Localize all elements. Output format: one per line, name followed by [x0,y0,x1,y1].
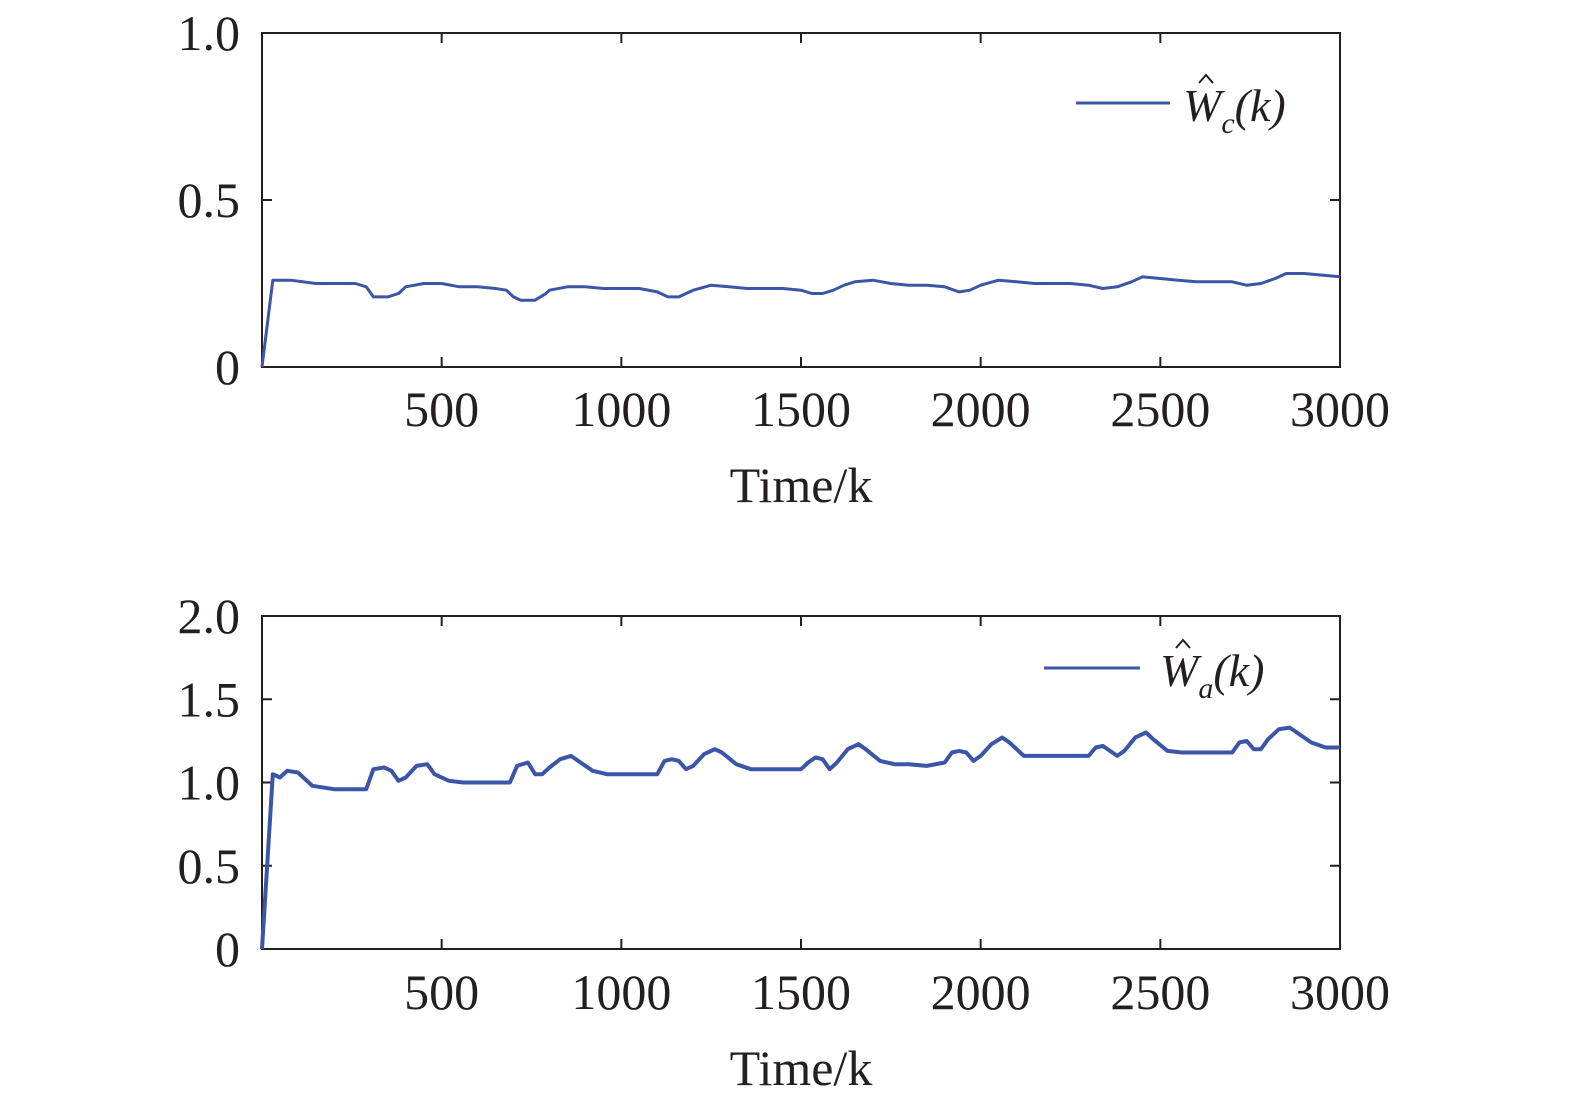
y-tick-label: 0 [215,921,240,977]
plot-1: 500 1000 1500 2000 2500 3000 0 0.5 1.0 Time/k Wc(k… [178,5,1391,513]
legend-label: Wc(k) [1183,80,1286,140]
plot-frame [261,32,1341,368]
legend: Wc(k) [1076,73,1286,140]
x-tick-label: 1500 [751,964,851,1020]
y-tick-label: 0.5 [178,838,241,894]
plot-2: 500 1000 1500 2000 2500 3000 0 0.5 1.0 1.5 2.0 Time… [178,588,1391,1096]
x-axis-label: Time/k [730,1040,873,1096]
x-tick-label: 1500 [751,381,851,437]
legend-symbol: W [1160,645,1202,696]
x-tick-label: 2000 [931,964,1031,1020]
x-tick-label: 3000 [1290,964,1390,1020]
legend-subscript: c [1221,107,1234,140]
x-tick-label: 1000 [571,964,671,1020]
x-tick-label: 2500 [1110,381,1210,437]
legend-subscript: a [1198,672,1213,705]
legend-symbol: W [1183,80,1225,131]
x-tick-label: 1000 [571,381,671,437]
hat-accent-icon [1198,73,1214,84]
y-tick-label: 1.0 [178,5,241,61]
x-tick-label: 3000 [1290,381,1390,437]
x-tick-label: 500 [404,964,479,1020]
legend-argument: (k) [1213,645,1264,696]
x-axis-label: Time/k [730,457,873,513]
legend: Wa(k) [1044,638,1264,705]
x-tick-label: 500 [404,381,479,437]
y-tick-label: 1.5 [178,671,241,727]
series-line-c [260,272,1341,368]
hat-accent-icon [1175,638,1191,649]
y-tick-label: 0.5 [178,172,241,228]
legend-argument: (k) [1235,80,1286,131]
x-tick-label: 2000 [931,381,1031,437]
y-tick-label: 1.0 [178,755,241,811]
y-tick-label: 0 [215,339,240,395]
x-tick-label: 2500 [1110,964,1210,1020]
series-line-a [260,725,1340,950]
legend-label: Wa(k) [1160,645,1264,705]
y-tick-label: 2.0 [178,588,241,644]
